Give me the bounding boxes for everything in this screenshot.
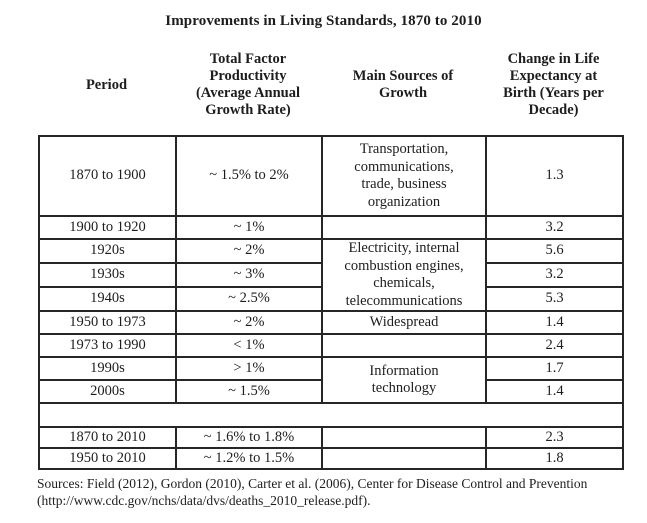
sources-note: Sources: Field (2012), Gordon (2010), Ca… (37, 476, 588, 508)
growth-sources-cell (321, 426, 487, 449)
period-cell: 1990s (38, 356, 177, 381)
life-expectancy-cell: 3.2 (485, 262, 624, 288)
living-standards-table: 1870 to 1900 ~ 1.5% to 2% Transportation… (38, 135, 624, 470)
spacer-cell (38, 402, 624, 428)
life-expectancy-cell: 1.7 (485, 356, 624, 381)
table-row: 1870 to 1900 ~ 1.5% to 2% Transportation… (38, 135, 624, 217)
period-cell: 1930s (38, 262, 177, 288)
column-header-main-sources-of-growth: Main Sources of Growth (352, 68, 454, 101)
table-row: 1973 to 1990 < 1% 2.4 (38, 333, 624, 358)
period-cell: 1870 to 2010 (38, 426, 177, 449)
spacer-row (38, 402, 624, 428)
table-row: 1950 to 2010 ~ 1.2% to 1.5% 1.8 (38, 447, 624, 470)
life-expectancy-cell: 5.3 (485, 286, 624, 312)
period-cell: 1940s (38, 286, 177, 312)
tfp-cell: ~ 2% (175, 310, 323, 335)
life-expectancy-cell: 1.3 (485, 135, 624, 217)
table-row: 1930s ~ 3% 3.2 (38, 262, 624, 288)
life-expectancy-cell: 5.6 (485, 238, 624, 264)
growth-sources-cell (321, 333, 487, 358)
tfp-cell: ~ 3% (175, 262, 323, 288)
table-row: 1950 to 1973 ~ 2% Widespread 1.4 (38, 310, 624, 335)
life-expectancy-cell: 3.2 (485, 215, 624, 240)
period-cell: 2000s (38, 379, 177, 404)
tfp-cell: ~ 1.2% to 1.5% (175, 447, 323, 470)
column-header-period: Period (85, 76, 128, 93)
table-row: 1990s > 1% Information technology 1.7 (38, 356, 624, 404)
tfp-cell: > 1% (175, 356, 323, 381)
period-cell: 1870 to 1900 (38, 135, 177, 217)
tfp-cell: ~ 1.5% to 2% (175, 135, 323, 217)
growth-sources-cell: Information technology (321, 356, 487, 404)
life-expectancy-cell: 1.8 (485, 447, 624, 470)
growth-sources-cell (321, 215, 487, 240)
column-header-life-expectancy-change: Change in Life Expectancy at Birth (Year… (503, 51, 604, 118)
life-expectancy-cell: 1.4 (485, 310, 624, 335)
tfp-cell: ~ 2% (175, 238, 323, 264)
table-row: 1870 to 2010 ~ 1.6% to 1.8% 2.3 (38, 426, 624, 449)
period-cell: 1900 to 1920 (38, 215, 177, 240)
tfp-cell: ~ 1.6% to 1.8% (175, 426, 323, 449)
table-row: 1920s ~ 2% Electricity, internal combust… (38, 238, 624, 312)
table-row: 1900 to 1920 ~ 1% 3.2 (38, 215, 624, 240)
tfp-cell: < 1% (175, 333, 323, 358)
period-cell: 1920s (38, 238, 177, 264)
life-expectancy-cell: 2.3 (485, 426, 624, 449)
growth-sources-cell (321, 447, 487, 470)
document-page: Improvements in Living Standards, 1870 t… (0, 13, 647, 523)
table-row: 1940s ~ 2.5% 5.3 (38, 286, 624, 312)
growth-sources-cell: Electricity, internal combustion engines… (321, 238, 487, 312)
period-cell: 1950 to 2010 (38, 447, 177, 470)
column-header-total-factor-productivity: Total Factor Productivity (Average Annua… (195, 51, 301, 118)
growth-sources-cell: Widespread (321, 310, 487, 335)
document-title: Improvements in Living Standards, 1870 t… (165, 13, 482, 29)
period-cell: 1950 to 1973 (38, 310, 177, 335)
tfp-cell: ~ 2.5% (175, 286, 323, 312)
life-expectancy-cell: 1.4 (485, 379, 624, 404)
table-header-row: Period Total Factor Productivity (Averag… (38, 50, 622, 120)
life-expectancy-cell: 2.4 (485, 333, 624, 358)
tfp-cell: ~ 1% (175, 215, 323, 240)
tfp-cell: ~ 1.5% (175, 379, 323, 404)
table-row: 2000s ~ 1.5% 1.4 (38, 379, 624, 404)
period-cell: 1973 to 1990 (38, 333, 177, 358)
growth-sources-cell: Transportation, communications, trade, b… (321, 135, 487, 217)
